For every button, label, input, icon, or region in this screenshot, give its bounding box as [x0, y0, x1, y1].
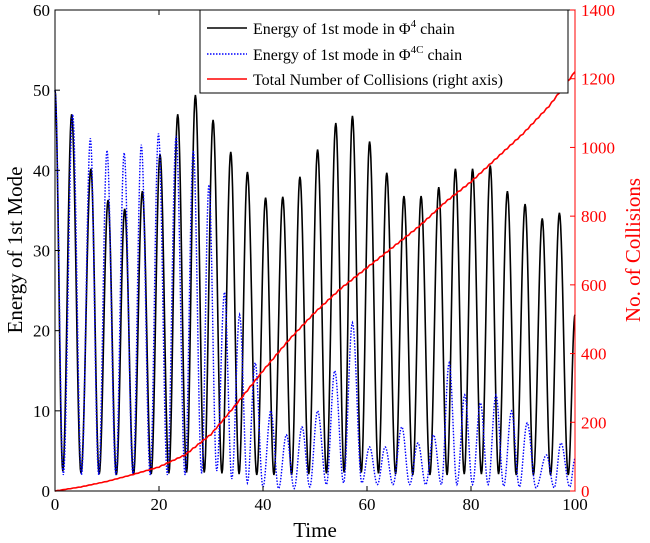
- y-tick-label-right: 1200: [581, 70, 615, 89]
- y-tick-label-right: 600: [581, 276, 607, 295]
- y-tick-label-left: 0: [42, 482, 51, 501]
- x-tick-label: 80: [463, 495, 480, 514]
- y-tick-label-left: 20: [33, 322, 50, 341]
- x-tick-label: 40: [255, 495, 272, 514]
- x-tick-label: 0: [51, 495, 60, 514]
- ticks-layer: 0 20 40 60 80 1000102030405060020040060080010…: [33, 1, 615, 514]
- y-tick-label-left: 50: [33, 81, 50, 100]
- series-layer: [54, 71, 576, 492]
- legend-label-phi4c: Energy of 1st mode in Φ4C chain: [253, 44, 462, 64]
- y-tick-label-right: 400: [581, 345, 607, 364]
- y-tick-label-right: 1400: [581, 1, 615, 20]
- legend-box: [199, 9, 569, 94]
- y-tick-label-right: 1000: [581, 138, 615, 157]
- legend-label-phi4: Energy of 1st mode in Φ4 chain: [253, 18, 455, 38]
- y-tick-label-left: 60: [33, 1, 50, 20]
- series-line-phi4: [54, 90, 576, 476]
- y-tick-label-left: 40: [33, 161, 50, 180]
- y-axis-label-right: No. of Collisions: [621, 178, 645, 322]
- y-tick-label-left: 10: [33, 402, 50, 421]
- legend: Energy of 1st mode in Φ4 chain Energy of…: [199, 9, 569, 94]
- x-axis-label: Time: [293, 518, 337, 542]
- y-tick-label-right: 200: [581, 413, 607, 432]
- y-tick-label-right: 0: [581, 482, 590, 501]
- legend-label-collisions: Total Number of Collisions (right axis): [253, 72, 503, 89]
- x-tick-label: 100: [562, 495, 588, 514]
- y-axis-label-left: Energy of 1st Mode: [3, 166, 27, 333]
- y-tick-label-right: 800: [581, 207, 607, 226]
- y-tick-label-left: 30: [33, 242, 50, 261]
- series-line-collisions: [54, 71, 576, 492]
- x-tick-label: 20: [151, 495, 168, 514]
- x-tick-label: 60: [359, 495, 376, 514]
